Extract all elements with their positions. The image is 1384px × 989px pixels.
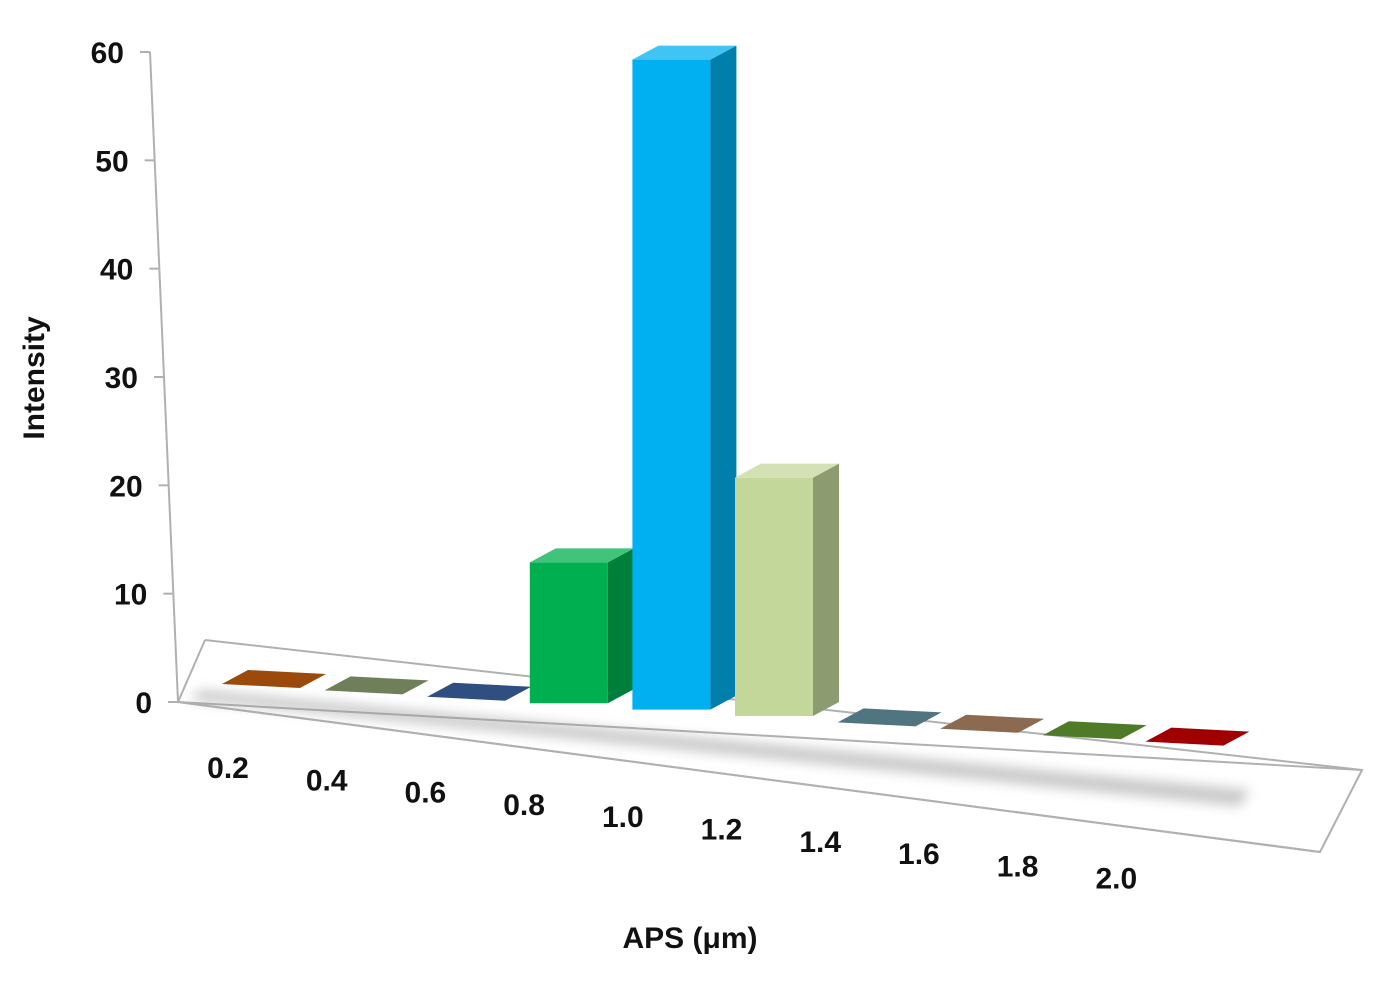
y-tick-label: 40 [100, 254, 133, 287]
bar-1.8 [1042, 721, 1147, 740]
bar-0.2 [222, 670, 326, 688]
bar-side-face [607, 548, 634, 704]
y-tick-label: 30 [105, 362, 138, 395]
bar-0.8 [529, 548, 634, 704]
x-tick-label: 0.6 [405, 777, 447, 810]
bar-side-face [710, 45, 737, 710]
floor-shadow [190, 690, 1250, 806]
bar-1.6 [940, 714, 1045, 733]
bar-flat-face [427, 682, 532, 701]
bar-1.2 [735, 463, 839, 716]
bar-flat-face [1042, 721, 1147, 740]
bar-0.6 [427, 682, 532, 701]
bar-top-face [735, 463, 839, 478]
y-tick-label: 10 [114, 579, 147, 612]
x-tick-label: 1.4 [799, 826, 841, 859]
bar-2.0 [1145, 727, 1250, 746]
floor-front-edge [177, 701, 1321, 853]
bar-front-face [529, 562, 608, 704]
floor-left-edge [177, 639, 206, 703]
x-tick-label: 1.8 [997, 850, 1039, 883]
x-tick-label: 0.4 [306, 764, 348, 797]
bar-front-face [735, 477, 813, 716]
bar-front-face [632, 59, 711, 710]
x-tick-label: 1.6 [898, 838, 940, 871]
bar-top-face [529, 548, 634, 563]
bar-flat-face [324, 676, 429, 695]
bar-flat-face [1145, 727, 1250, 746]
bar-side-face [813, 463, 839, 716]
bar-flat-face [940, 714, 1045, 733]
x-tick-label: 1.2 [701, 814, 743, 847]
y-tick-label: 0 [135, 687, 152, 720]
y-tick-label: 50 [95, 145, 128, 178]
bar-0.4 [324, 676, 429, 695]
x-tick-label: 2.0 [1095, 863, 1137, 896]
bar-1.4 [837, 708, 942, 727]
bar-1.0 [632, 45, 737, 710]
y-axis-title: Intensity [18, 316, 51, 440]
x-axis-title: APS (μm) [622, 922, 757, 955]
x-tick-label: 1.0 [602, 801, 644, 834]
y-tick-label: 20 [109, 470, 142, 503]
x-tick-label: 0.8 [503, 789, 545, 822]
y-tick-label: 60 [91, 37, 124, 70]
x-tick-label: 0.2 [207, 752, 249, 785]
bar-top-face [632, 45, 737, 60]
bar-flat-face [222, 670, 326, 688]
bar-flat-face [837, 708, 942, 727]
